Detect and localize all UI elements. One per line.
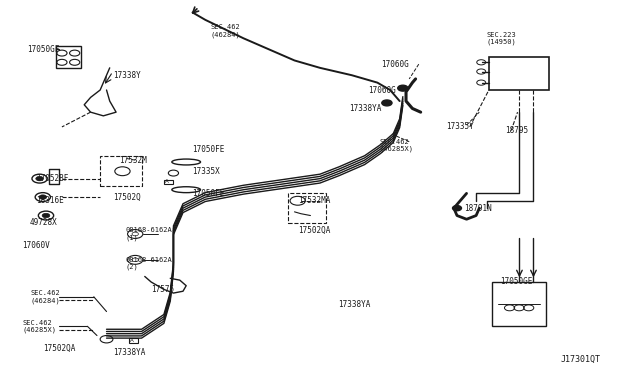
Circle shape — [382, 100, 392, 106]
Text: A: A — [165, 179, 169, 185]
Text: 17502QA: 17502QA — [43, 344, 75, 353]
Text: SEC.462
(46285X): SEC.462 (46285X) — [380, 139, 414, 152]
Text: 17338YA: 17338YA — [113, 348, 145, 357]
Text: 17532MA: 17532MA — [298, 196, 330, 205]
Text: 17060G: 17060G — [368, 86, 396, 94]
Text: 17532M: 17532M — [119, 155, 147, 165]
Text: SEC.462
(46284): SEC.462 (46284) — [30, 290, 60, 304]
Circle shape — [397, 85, 408, 91]
Text: 17060G: 17060G — [381, 60, 409, 69]
Text: J17301QT: J17301QT — [561, 355, 601, 364]
Circle shape — [39, 195, 47, 199]
Text: 18316E: 18316E — [36, 196, 64, 205]
Text: 17335X: 17335X — [193, 167, 220, 176]
Circle shape — [42, 213, 50, 218]
Circle shape — [452, 206, 461, 211]
Text: SEC.462
(46285X): SEC.462 (46285X) — [22, 320, 56, 333]
Text: 08168-6162A
(1): 08168-6162A (1) — [125, 227, 172, 241]
Text: 17050FE: 17050FE — [193, 189, 225, 198]
Text: 17575: 17575 — [151, 285, 174, 294]
Text: 17502Q: 17502Q — [113, 193, 141, 202]
Text: 17050FE: 17050FE — [193, 145, 225, 154]
Text: 17338Y: 17338Y — [113, 71, 141, 80]
Text: 17060V: 17060V — [22, 241, 50, 250]
Text: 17050GF: 17050GF — [27, 45, 60, 54]
Text: SEC.462
(46284): SEC.462 (46284) — [211, 24, 240, 38]
Circle shape — [36, 176, 44, 181]
Text: 08168-6162A
(2): 08168-6162A (2) — [125, 257, 172, 270]
Text: 17052BF: 17052BF — [36, 174, 69, 183]
Text: 17335Y: 17335Y — [446, 122, 474, 131]
Text: 17050GE: 17050GE — [500, 278, 532, 286]
Text: SEC.223
(14950): SEC.223 (14950) — [487, 32, 516, 45]
Text: 17338YA: 17338YA — [338, 300, 370, 309]
Text: 18791N: 18791N — [464, 203, 492, 213]
Text: 18795: 18795 — [505, 126, 528, 135]
Text: A: A — [130, 338, 134, 343]
Text: 49728X: 49728X — [30, 218, 58, 227]
Text: 17502QA: 17502QA — [298, 226, 330, 235]
Text: 17338YA: 17338YA — [349, 104, 381, 113]
